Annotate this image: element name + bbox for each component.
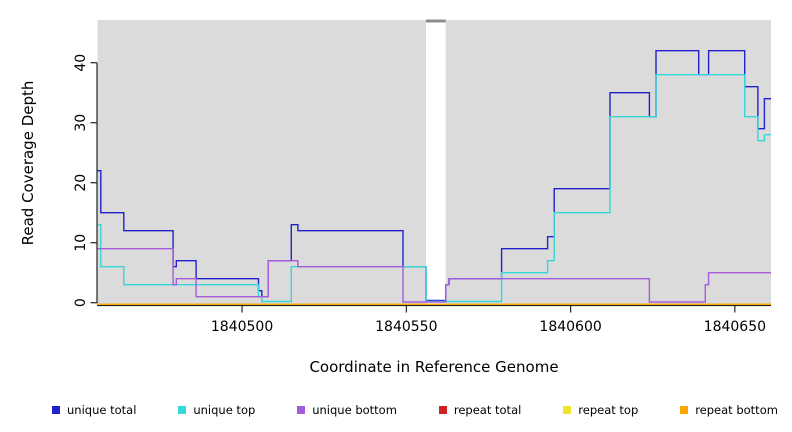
x-tick-label: 1840550 xyxy=(375,319,437,335)
y-tick-label: 20 xyxy=(73,174,89,192)
y-tick-label: 10 xyxy=(73,234,89,252)
y-axis-title: Read Coverage Depth xyxy=(19,81,37,246)
x-axis-title: Coordinate in Reference Genome xyxy=(309,358,558,376)
legend-label: repeat total xyxy=(453,403,522,417)
legend-swatch-repeat-total xyxy=(438,406,447,414)
y-axis-ticks: 0 10 20 30 40 xyxy=(73,54,97,307)
legend-label: unique total xyxy=(67,403,137,417)
legend-item-repeat-top: repeat top xyxy=(563,403,638,417)
y-tick-label: 0 xyxy=(73,298,89,307)
legend-item-unique-top: unique top xyxy=(178,403,255,417)
x-tick-label: 1840500 xyxy=(211,319,273,335)
legend-label: unique top xyxy=(193,403,256,417)
x-axis-ticks: 1840500 1840550 1840600 1840650 xyxy=(211,305,766,335)
y-tick-label: 40 xyxy=(73,54,89,72)
chart-dynamic-layer: 0 10 20 30 40 1840500 1840550 1840600 1840650 xyxy=(73,19,771,335)
legend-item-repeat-bottom: repeat bottom xyxy=(680,403,778,417)
x-tick-label: 1840600 xyxy=(539,319,601,335)
series-unique-top xyxy=(97,74,771,303)
legend-item-repeat-total: repeat total xyxy=(438,403,522,417)
series-unique-bottom xyxy=(97,248,771,303)
legend-swatch-unique-total xyxy=(52,406,60,414)
legend: unique total unique top unique bottom repea… xyxy=(0,399,792,421)
coverage-gap-band xyxy=(426,20,446,305)
legend-swatch-repeat-bottom xyxy=(680,406,689,414)
x-tick-label: 1840650 xyxy=(704,319,766,335)
legend-label: repeat bottom xyxy=(695,403,778,417)
legend-swatch-repeat-top xyxy=(563,406,572,414)
legend-label: repeat top xyxy=(578,403,639,417)
coverage-gap-cap xyxy=(426,19,446,23)
y-tick-label: 30 xyxy=(73,114,89,132)
legend-item-unique-total: unique total xyxy=(52,403,136,417)
legend-label: unique bottom xyxy=(312,403,397,417)
legend-item-unique-bottom: unique bottom xyxy=(297,403,397,417)
legend-swatch-unique-bottom xyxy=(297,406,306,414)
legend-swatch-unique-top xyxy=(178,406,187,414)
